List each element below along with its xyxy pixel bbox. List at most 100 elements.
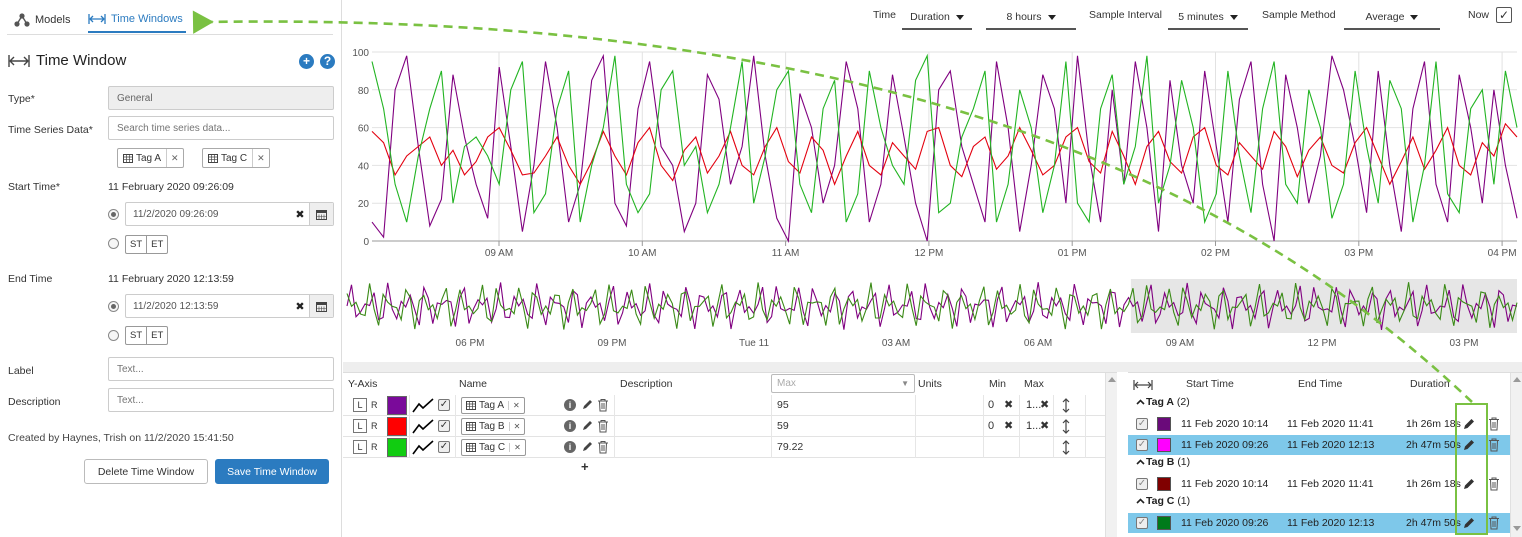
info-icon[interactable]: i [564,399,576,411]
time-mode-dropdown[interactable]: Duration [902,6,972,30]
sample-method-dropdown[interactable]: Average [1344,6,1440,30]
group-header[interactable]: Tag C (1) [1136,495,1190,507]
pencil-icon[interactable] [1462,438,1476,452]
trash-icon[interactable] [597,419,609,433]
row-checkbox[interactable]: ✓ [1136,517,1148,529]
left-axis-toggle[interactable]: L [353,419,367,433]
tw-scrollbar[interactable] [1510,373,1522,537]
pencil-icon[interactable] [1462,417,1476,431]
trash-icon[interactable] [1488,476,1500,491]
pencil-icon[interactable] [581,440,594,453]
chevron-up-icon[interactable] [1136,456,1146,468]
column-separator [983,437,984,458]
calendar-icon[interactable] [309,203,333,225]
remove-series-icon[interactable]: ✕ [508,401,524,410]
description-input[interactable] [108,388,334,412]
right-axis-toggle[interactable]: R [371,421,378,431]
chevron-up-icon[interactable] [1136,495,1146,507]
max-filter-input[interactable]: Max ▼ [771,374,915,393]
series-color-swatch[interactable] [387,438,407,457]
row-checkbox[interactable]: ✓ [1136,439,1148,451]
now-checkbox[interactable]: ✓ [1496,7,1512,23]
group-header[interactable]: Tag A (2) [1136,396,1190,408]
series-color-swatch[interactable] [387,417,407,436]
series-color-swatch[interactable] [387,396,407,415]
trash-icon[interactable] [597,440,609,454]
tab-time-windows[interactable]: Time Windows [88,7,186,33]
row-checkbox[interactable]: ✓ [1136,478,1148,490]
navigator-chart[interactable]: 06 PM 09 PM Tue 11 03 AM 06 AM 09 AM 12 PM 03 P… [342,275,1522,355]
delete-time-window-button[interactable]: Delete Time Window [84,459,208,484]
scroll-down-icon[interactable] [1513,526,1521,531]
start-st-et-radio[interactable] [108,238,119,249]
clear-icon[interactable]: ✖ [295,208,305,221]
left-axis-toggle[interactable]: L [353,440,367,454]
st-button[interactable]: ST [130,239,143,250]
line-style-icon[interactable] [412,440,434,455]
right-axis-toggle[interactable]: R [371,400,378,410]
left-axis-toggle[interactable]: L [353,398,367,412]
et-button[interactable]: ET [146,236,167,253]
trash-icon[interactable] [1488,515,1500,530]
label-input[interactable] [108,357,334,381]
st-button[interactable]: ST [130,330,143,341]
scroll-up-icon[interactable] [1108,377,1116,382]
clear-min-icon[interactable]: ✖ [1004,420,1014,432]
trash-icon[interactable] [1488,416,1500,431]
info-icon[interactable]: i [564,441,576,453]
pencil-icon[interactable] [581,398,594,411]
scroll-up-icon[interactable] [1513,377,1521,382]
line-style-icon[interactable] [412,419,434,434]
help-icon[interactable]: ? [320,54,335,69]
time-window-row[interactable]: ✓ 11 Feb 2020 09:26 11 Feb 2020 12:13 2h 47… [1128,513,1510,533]
row-checkbox[interactable]: ✓ [1136,418,1148,430]
add-icon[interactable]: + [299,54,314,69]
pencil-icon[interactable] [1462,477,1476,491]
tab-models[interactable]: Models [14,7,70,33]
time-window-row[interactable]: ✓ 11 Feb 2020 10:14 11 Feb 2020 11:41 1h 26… [1128,474,1510,494]
end-datetime-input[interactable]: 11/2/2020 12:13:59 ✖ [125,294,334,318]
chevron-up-icon[interactable] [1136,396,1146,408]
main-trend-chart[interactable]: 0 20 40 60 80 100 09 AM 10 AM 11 AM 12 PM 01 PM 02 … [342,40,1522,265]
end-datetime-radio[interactable] [108,301,119,312]
sample-interval-dropdown[interactable]: 5 minutes [1168,6,1248,30]
column-separator [915,437,916,458]
series-visible-checkbox[interactable]: ✓ [438,441,450,453]
nav-divider [7,34,333,35]
series-visible-checkbox[interactable]: ✓ [438,420,450,432]
remove-chip-icon[interactable]: ✕ [252,149,269,167]
end-st-et-radio[interactable] [108,330,119,341]
info-icon[interactable]: i [564,420,576,432]
clear-icon[interactable]: ✖ [295,300,305,313]
resize-vertical-icon[interactable] [1062,398,1070,413]
clear-max-icon[interactable]: ✖ [1040,399,1050,411]
series-visible-checkbox[interactable]: ✓ [438,399,450,411]
clear-min-icon[interactable]: ✖ [1004,399,1014,411]
trash-icon[interactable] [597,398,609,412]
pencil-icon[interactable] [581,419,594,432]
line-style-icon[interactable] [412,398,434,413]
right-axis-toggle[interactable]: R [371,442,378,452]
time-series-search-input[interactable] [108,116,334,140]
trash-icon[interactable] [1488,437,1500,452]
resize-vertical-icon[interactable] [1062,440,1070,455]
duration-dropdown[interactable]: 8 hours [986,6,1076,30]
calendar-icon[interactable] [309,295,333,317]
time-window-row[interactable]: ✓ 11 Feb 2020 10:14 11 Feb 2020 11:41 1h 26… [1128,414,1510,434]
remove-series-icon[interactable]: ✕ [509,443,525,452]
resize-vertical-icon[interactable] [1062,419,1070,434]
add-series-button[interactable]: + [581,459,589,474]
remove-chip-icon[interactable]: ✕ [166,149,183,167]
series-scrollbar[interactable] [1105,373,1117,537]
et-button[interactable]: ET [146,327,167,344]
time-window-row[interactable]: ✓ 11 Feb 2020 09:26 11 Feb 2020 12:13 2h 47… [1128,435,1510,455]
pencil-icon[interactable] [1462,516,1476,530]
column-separator [409,416,410,437]
remove-series-icon[interactable]: ✕ [508,422,525,431]
save-time-window-button[interactable]: Save Time Window [215,459,329,484]
splitter[interactable] [343,362,1522,372]
group-header[interactable]: Tag B (1) [1136,456,1190,468]
start-datetime-input[interactable]: 11/2/2020 09:26:09 ✖ [125,202,334,226]
start-datetime-radio[interactable] [108,209,119,220]
clear-max-icon[interactable]: ✖ [1040,420,1050,432]
